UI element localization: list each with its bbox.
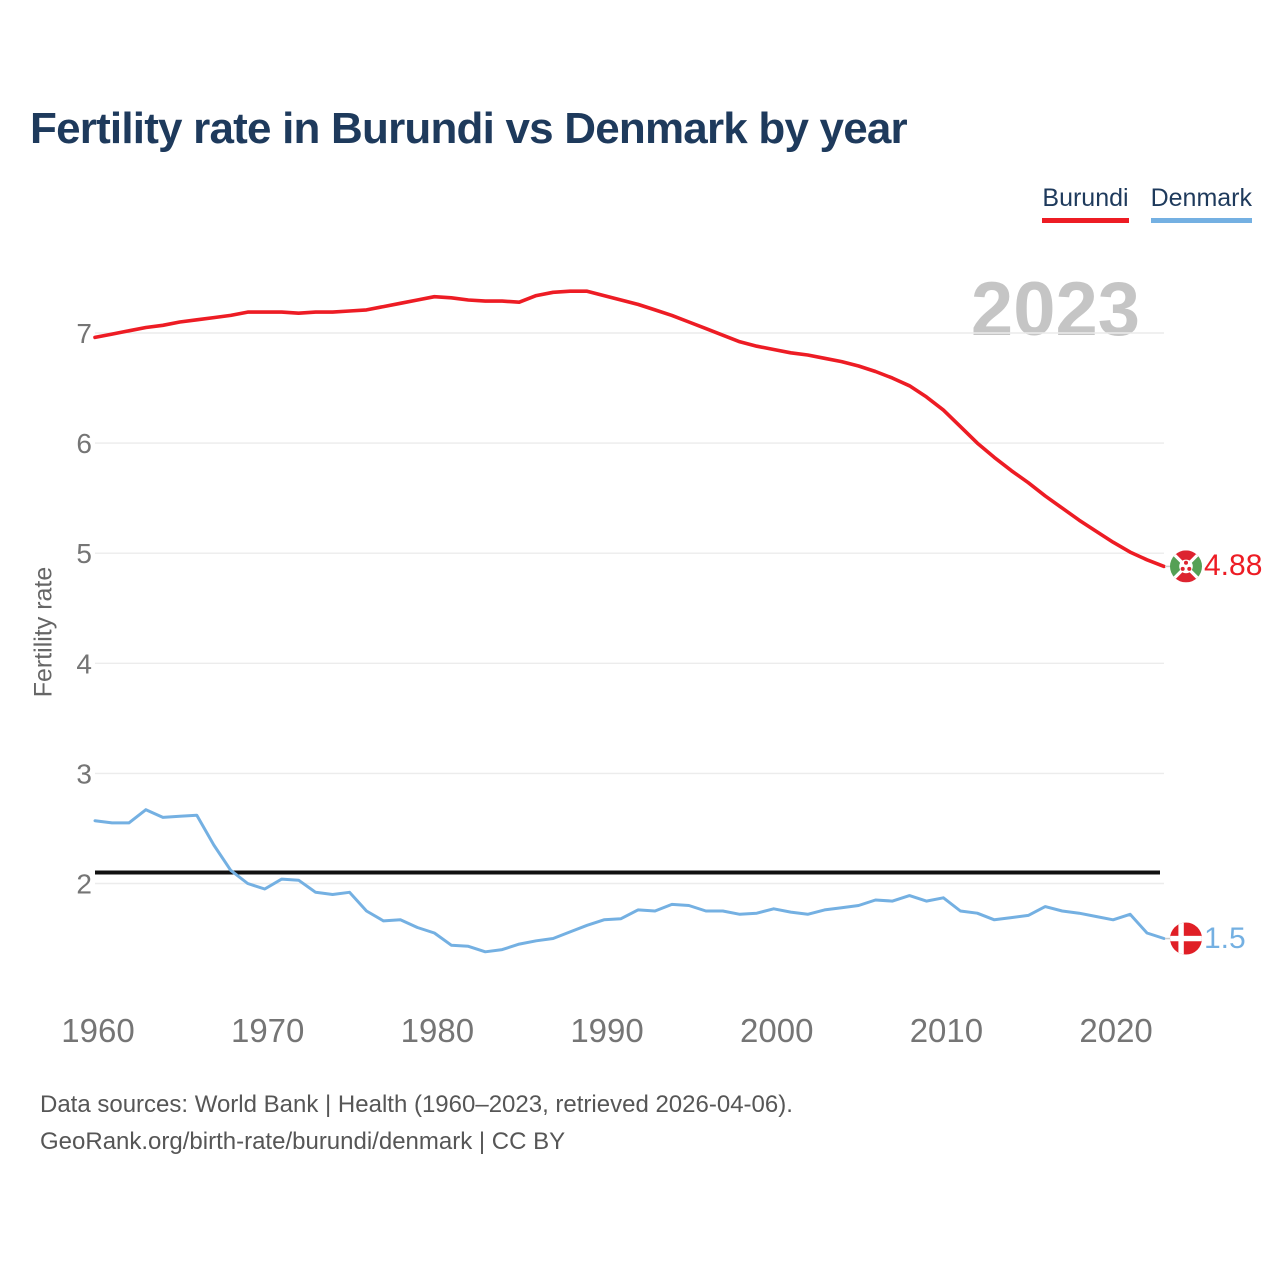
x-tick-label-2010: 2010 — [910, 1012, 983, 1049]
legend-label-denmark: Denmark — [1150, 184, 1252, 212]
y-tick-label-4: 4 — [76, 648, 92, 679]
denmark-flag-icon — [1170, 922, 1202, 955]
burundi-flag-icon — [1170, 550, 1202, 583]
watermark-year: 2023 — [970, 267, 1140, 352]
x-tick-label-1960: 1960 — [61, 1012, 134, 1049]
y-tick-label-2: 2 — [76, 869, 92, 900]
x-tick-label-1970: 1970 — [231, 1012, 304, 1049]
chart-title: Fertility rate in Burundi vs Denmark by … — [30, 104, 908, 153]
y-tick-label-7: 7 — [76, 318, 92, 349]
y-tick-label-6: 6 — [76, 428, 92, 459]
series-lines-layer — [93, 289, 1173, 954]
y-axis-label: Fertility rate — [29, 566, 58, 698]
legend-item-denmark[interactable]: Denmark — [1150, 184, 1252, 223]
x-tick-label-2000: 2000 — [740, 1012, 813, 1049]
legend-label-burundi: Burundi — [1042, 184, 1129, 212]
burundi-line — [93, 289, 1166, 569]
x-tick-label-1980: 1980 — [401, 1012, 474, 1049]
footer-data-sources: Data sources: World Bank | Health (1960–… — [40, 1091, 793, 1118]
gridlines-layer — [95, 332, 1164, 885]
legend: Burundi Denmark — [1042, 184, 1252, 223]
legend-item-burundi[interactable]: Burundi — [1042, 184, 1129, 223]
y-tick-label-3: 3 — [76, 758, 92, 789]
footer-attribution: Data sources: World Bank | Health (1960–… — [40, 1086, 793, 1160]
footer-source-url: GeoRank.org/birth-rate/burundi/denmark |… — [40, 1128, 566, 1155]
burundi-end-value-label: 4.88 — [1204, 549, 1263, 583]
x-tick-label-1990: 1990 — [570, 1012, 643, 1049]
x-tick-label-2020: 2020 — [1079, 1012, 1152, 1049]
denmark-end-value-label: 1.5 — [1204, 921, 1246, 955]
denmark-line — [93, 808, 1166, 954]
y-tick-label-5: 5 — [76, 538, 92, 569]
axis-ticks-layer: 7 6 5 4 3 2 1960 1970 1980 1990 2000 2010 2020 — [61, 318, 1153, 1049]
